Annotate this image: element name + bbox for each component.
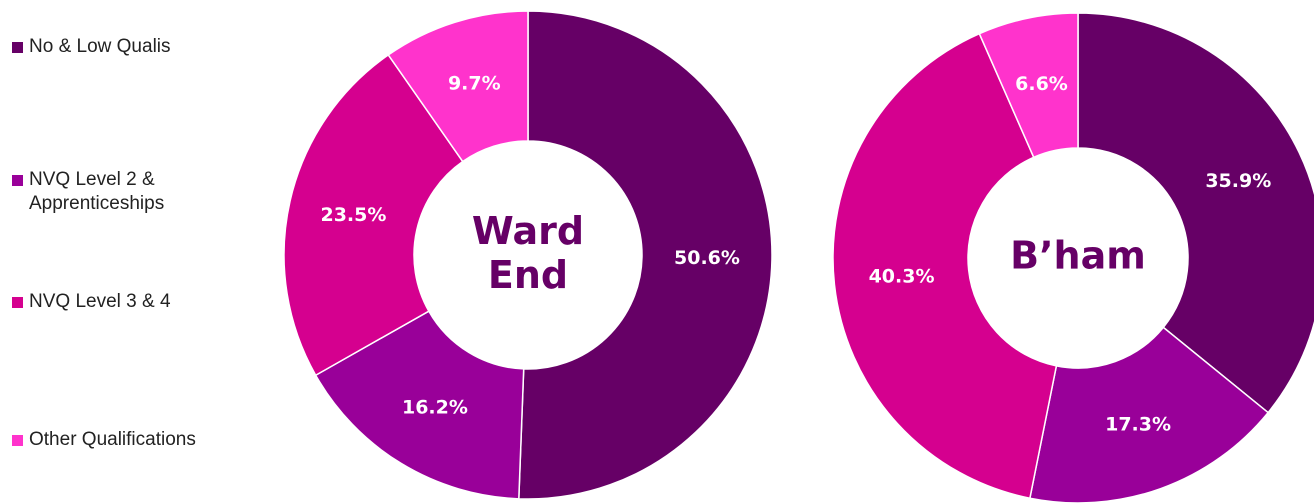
center-title: B’ham xyxy=(1010,234,1146,278)
data-label: 40.3% xyxy=(869,266,935,288)
data-label: 16.2% xyxy=(402,396,468,418)
legend-item: NVQ Level 2 & Apprenticeships xyxy=(12,168,222,216)
legend-label: NVQ Level 3 & 4 xyxy=(29,291,171,312)
data-label: 6.6% xyxy=(1015,73,1068,95)
slice xyxy=(1028,326,1270,504)
legend-swatch xyxy=(12,297,23,308)
data-label: 17.3% xyxy=(1105,414,1171,436)
slice xyxy=(387,10,529,163)
center-title-line: Ward xyxy=(472,209,584,253)
data-label: 23.5% xyxy=(320,204,386,226)
legend-item: Other Qualifications xyxy=(12,428,222,452)
data-label: 9.7% xyxy=(448,73,501,95)
slice xyxy=(314,310,525,500)
legend-swatch xyxy=(12,175,23,186)
legend-item: No & Low Qualis xyxy=(12,35,222,59)
legend-label: NVQ Level 2 & Apprenticeships xyxy=(29,169,165,214)
slice xyxy=(978,12,1079,159)
center-title: Ward End xyxy=(472,209,584,297)
legend-label: No & Low Qualis xyxy=(29,36,171,57)
data-label: 50.6% xyxy=(674,247,740,269)
legend-swatch xyxy=(12,42,23,53)
legend-label: Other Qualifications xyxy=(29,429,196,450)
slice xyxy=(832,32,1058,500)
legend-swatch xyxy=(12,435,23,446)
center-title-line: End xyxy=(488,253,568,297)
slice xyxy=(1077,12,1314,414)
slice xyxy=(283,53,464,377)
slice xyxy=(518,10,773,500)
data-label: 35.9% xyxy=(1205,170,1271,192)
legend-item: NVQ Level 3 & 4 xyxy=(12,290,222,314)
